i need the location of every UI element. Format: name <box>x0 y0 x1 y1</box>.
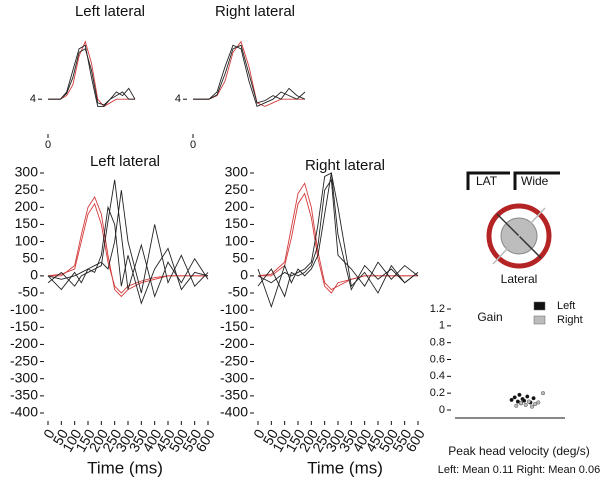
trace <box>48 196 208 298</box>
gain-point <box>515 399 520 404</box>
y-tick-label: 0 <box>240 267 248 283</box>
gain-point <box>519 401 524 406</box>
view-icon: LAT Wide Lateral <box>466 171 560 286</box>
gain-point <box>517 392 522 397</box>
x-tick-label: 0 <box>45 139 51 151</box>
y-tick-label: 4 <box>175 93 181 105</box>
y-tick-label: -150 <box>220 318 248 334</box>
gain-point <box>533 402 538 407</box>
gain-point <box>522 398 527 403</box>
panel-title: Right lateral <box>305 157 385 174</box>
y-tick-label: -400 <box>220 404 248 420</box>
view-label: Lateral <box>501 272 538 286</box>
y-tick-label: -200 <box>220 335 248 351</box>
y-tick-label: -350 <box>10 387 38 403</box>
x-tick-label: 50 <box>49 426 71 448</box>
y-tick-label: 150 <box>225 215 249 231</box>
trace <box>257 172 419 291</box>
tab-label: LAT <box>476 174 498 188</box>
gain-point <box>525 394 530 399</box>
x-axis-label: Time (ms) <box>87 458 163 477</box>
trace <box>48 48 136 106</box>
y-tick-label: 100 <box>15 232 39 248</box>
x-tick-label: 50 <box>259 426 281 448</box>
y-tick-label: 150 <box>15 215 39 231</box>
panel-title: Left lateral <box>75 3 145 20</box>
y-tick-label: -250 <box>220 352 248 368</box>
gain-point <box>536 400 541 405</box>
y-tick-label: -100 <box>220 301 248 317</box>
gain-point <box>509 397 514 402</box>
x-axis-label: Time (ms) <box>307 458 383 477</box>
y-tick-label: 300 <box>15 164 39 180</box>
legend-swatch <box>533 301 546 311</box>
trace <box>193 44 306 104</box>
trace <box>47 205 209 305</box>
trace <box>193 44 306 108</box>
y-tick-label: 50 <box>22 249 38 265</box>
trace <box>47 190 209 294</box>
y-tick-label: -50 <box>228 284 248 300</box>
trace <box>47 202 208 294</box>
gain-note: Left: Mean 0.11 Right: Mean 0.06 <box>438 464 600 476</box>
tab-frame <box>513 171 560 190</box>
y-tick-label: 250 <box>225 181 249 197</box>
x-tick-label: 0 <box>190 139 196 151</box>
y-tick-label: -250 <box>10 352 38 368</box>
trace <box>257 178 419 298</box>
y-tick-label: 0.4 <box>430 370 445 382</box>
legend-label: Left <box>557 300 575 312</box>
y-tick-label: 0.8 <box>430 337 445 349</box>
y-tick-label: 1 <box>439 320 445 332</box>
y-tick-label: 0.2 <box>430 387 445 399</box>
gain-point <box>523 402 528 407</box>
gain-point <box>512 395 517 400</box>
gain-point <box>531 396 536 401</box>
legend-label: Right <box>557 314 583 326</box>
gain-point <box>541 391 546 396</box>
y-tick-label: 100 <box>225 232 249 248</box>
gain-point <box>514 403 519 408</box>
y-tick-label: -400 <box>10 404 38 420</box>
y-tick-label: 0 <box>439 404 445 416</box>
y-tick-label: 200 <box>225 198 249 214</box>
y-tick-label: -150 <box>10 318 38 334</box>
panel-title: Right lateral <box>215 3 295 20</box>
y-tick-label: 200 <box>15 198 39 214</box>
panel-title: Left lateral <box>90 153 160 170</box>
panel-title: Gain <box>477 310 502 324</box>
y-tick-label: 300 <box>225 164 249 180</box>
y-tick-label: -200 <box>10 335 38 351</box>
y-tick-label: 50 <box>232 249 248 265</box>
legend-swatch <box>533 315 546 325</box>
y-tick-label: -300 <box>10 369 38 385</box>
y-tick-label: -50 <box>18 284 38 300</box>
y-tick-label: -300 <box>220 369 248 385</box>
y-tick-label: 0 <box>30 267 38 283</box>
x-axis-label: Peak head velocity (deg/s) <box>448 444 589 458</box>
tab-frame <box>466 171 510 190</box>
tab-label: Wide <box>521 174 549 188</box>
y-tick-label: 1.2 <box>430 303 445 315</box>
y-tick-label: 0.6 <box>430 353 445 365</box>
trace <box>48 40 135 107</box>
gain-point <box>526 399 531 404</box>
y-tick-label: -350 <box>220 387 248 403</box>
y-tick-label: 250 <box>15 181 39 197</box>
canal-line <box>492 207 546 265</box>
trace <box>257 172 419 309</box>
trace <box>48 44 135 107</box>
gain-point <box>530 404 535 409</box>
y-tick-label: 4 <box>30 93 36 105</box>
y-tick-label: -100 <box>10 301 38 317</box>
